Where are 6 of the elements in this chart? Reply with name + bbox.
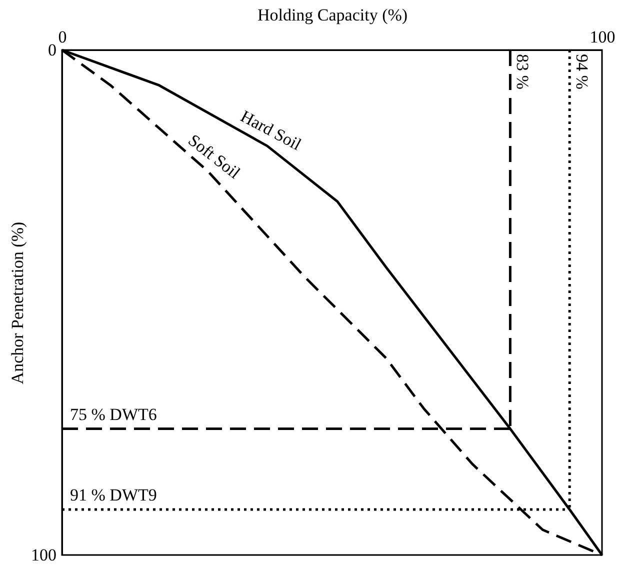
ref-line-label: 75 % DWT6: [70, 404, 157, 424]
y-axis-title: Anchor Penetration (%): [8, 222, 27, 384]
ref-line-label: 91 % DWT9: [70, 486, 157, 505]
x-axis-title: Holding Capacity (%): [257, 6, 408, 24]
ref-line-label: 83 %: [513, 54, 532, 90]
ref-line-label: 94 %: [572, 54, 592, 90]
